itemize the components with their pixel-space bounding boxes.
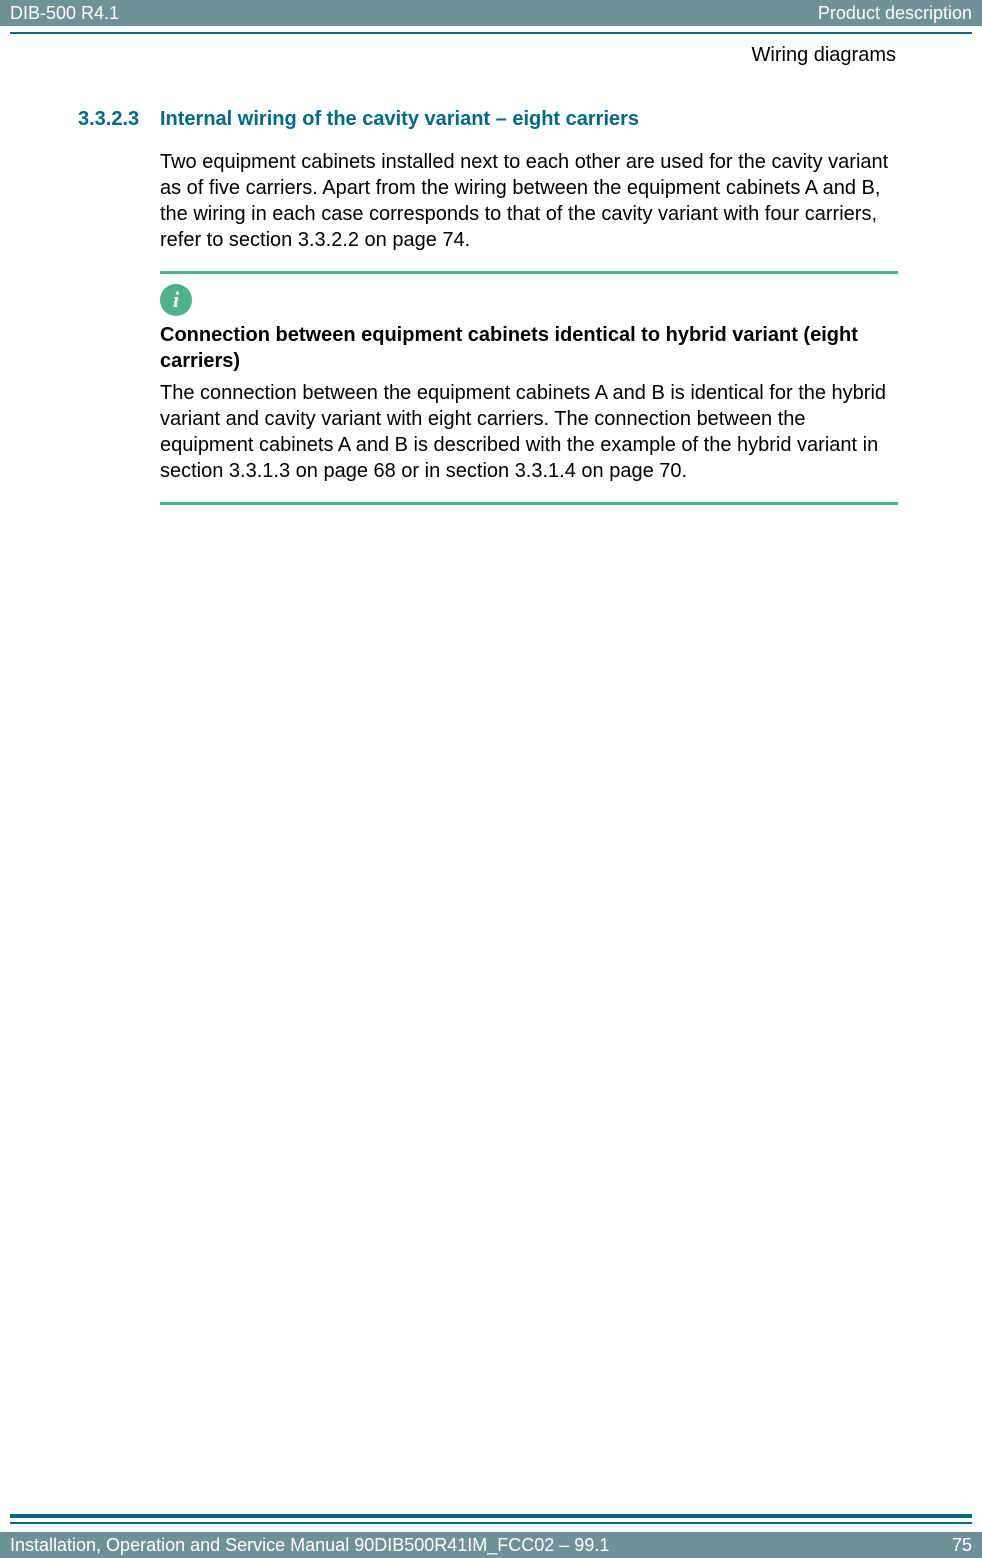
footer-bar: Installation, Operation and Service Manu… <box>0 1532 982 1558</box>
subheader: Wiring diagrams <box>752 44 896 67</box>
section-number: 3.3.2.3 <box>78 108 160 131</box>
note-title: Connection between equipment cabinets id… <box>160 322 898 374</box>
note-bottom-rule <box>160 502 898 505</box>
content-region: 3.3.2.3 Internal wiring of the cavity va… <box>78 108 898 505</box>
header-right: Product description <box>818 3 972 24</box>
footer-left: Installation, Operation and Service Manu… <box>10 1535 609 1556</box>
note-top-rule <box>160 271 898 274</box>
intro-paragraph: Two equipment cabinets installed next to… <box>160 149 898 253</box>
header-rule <box>10 32 972 34</box>
footer-page-number: 75 <box>952 1535 972 1556</box>
section-heading-row: 3.3.2.3 Internal wiring of the cavity va… <box>78 108 898 131</box>
footer-rule-bottom <box>10 1522 972 1524</box>
info-icon: i <box>160 284 192 316</box>
header-left: DIB-500 R4.1 <box>10 3 119 24</box>
header-bar: DIB-500 R4.1 Product description <box>0 0 982 26</box>
note-block: i Connection between equipment cabinets … <box>160 284 898 484</box>
footer-rule-top <box>10 1514 972 1518</box>
intro-block: Two equipment cabinets installed next to… <box>160 149 898 253</box>
note-body: The connection between the equipment cab… <box>160 380 898 484</box>
section-title: Internal wiring of the cavity variant – … <box>160 108 639 131</box>
info-glyph: i <box>173 287 179 313</box>
